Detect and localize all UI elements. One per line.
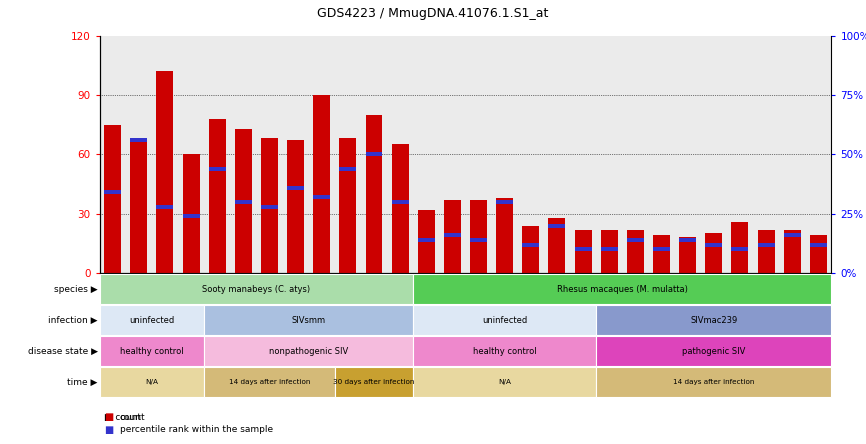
Bar (732, 222, 748, 273)
Text: N/A: N/A (498, 379, 511, 385)
Text: ■: ■ (104, 425, 113, 435)
Bar (470, 200, 487, 273)
Bar (444, 233, 461, 237)
Bar (391, 144, 409, 273)
Bar (209, 166, 226, 170)
Bar (601, 230, 617, 273)
Text: 14 days after infection: 14 days after infection (229, 379, 310, 385)
Bar (339, 166, 357, 170)
Bar (758, 230, 774, 273)
Text: count: count (120, 413, 145, 422)
Bar (601, 247, 617, 251)
Bar (261, 139, 278, 273)
Bar (653, 235, 670, 273)
Bar (627, 230, 643, 273)
Text: ■: ■ (104, 412, 113, 422)
Bar (104, 125, 121, 273)
Bar (470, 238, 487, 242)
Bar (574, 230, 591, 273)
Bar (183, 155, 199, 273)
Bar (784, 233, 801, 237)
Bar (627, 238, 643, 242)
Text: N/A: N/A (145, 379, 158, 385)
Text: uninfected: uninfected (129, 316, 174, 325)
Bar (339, 139, 357, 273)
Bar (496, 200, 514, 204)
Bar (522, 226, 540, 273)
Text: nonpathogenic SIV: nonpathogenic SIV (269, 347, 348, 356)
Bar (235, 129, 252, 273)
Text: SIVsmm: SIVsmm (292, 316, 326, 325)
Text: ■ count: ■ count (104, 413, 141, 422)
Bar (810, 242, 827, 246)
Bar (522, 242, 540, 246)
Bar (391, 200, 409, 204)
Bar (130, 139, 147, 273)
Text: species ▶: species ▶ (55, 285, 98, 293)
Bar (705, 234, 722, 273)
Bar (574, 247, 591, 251)
Bar (496, 198, 514, 273)
Bar (313, 95, 330, 273)
Bar (288, 140, 304, 273)
Bar (288, 186, 304, 190)
Text: GDS4223 / MmugDNA.41076.1.S1_at: GDS4223 / MmugDNA.41076.1.S1_at (317, 7, 549, 20)
Bar (548, 218, 565, 273)
Text: time ▶: time ▶ (68, 378, 98, 387)
Bar (365, 115, 383, 273)
Text: percentile rank within the sample: percentile rank within the sample (120, 425, 273, 434)
Bar (261, 205, 278, 209)
Text: Rhesus macaques (M. mulatta): Rhesus macaques (M. mulatta) (557, 285, 688, 293)
Bar (209, 119, 226, 273)
Bar (365, 152, 383, 156)
Text: disease state ▶: disease state ▶ (28, 347, 98, 356)
Bar (653, 247, 670, 251)
Bar (157, 205, 173, 209)
Text: pathogenic SIV: pathogenic SIV (682, 347, 746, 356)
Bar (313, 195, 330, 199)
Bar (183, 214, 199, 218)
Text: infection ▶: infection ▶ (48, 316, 98, 325)
Bar (548, 224, 565, 227)
Bar (104, 190, 121, 194)
Text: SIVmac239: SIVmac239 (690, 316, 737, 325)
Bar (417, 238, 435, 242)
Text: healthy control: healthy control (473, 347, 537, 356)
Bar (732, 247, 748, 251)
Bar (679, 238, 696, 273)
Text: 14 days after infection: 14 days after infection (673, 379, 754, 385)
Text: 30 days after infection: 30 days after infection (333, 379, 415, 385)
Bar (784, 230, 801, 273)
Text: healthy control: healthy control (120, 347, 184, 356)
Bar (417, 210, 435, 273)
Text: uninfected: uninfected (482, 316, 527, 325)
Bar (810, 235, 827, 273)
Bar (235, 200, 252, 204)
Bar (157, 71, 173, 273)
Bar (679, 238, 696, 242)
Bar (444, 200, 461, 273)
Text: Sooty manabeys (C. atys): Sooty manabeys (C. atys) (203, 285, 310, 293)
Bar (705, 242, 722, 246)
Bar (758, 242, 774, 246)
Bar (130, 138, 147, 142)
